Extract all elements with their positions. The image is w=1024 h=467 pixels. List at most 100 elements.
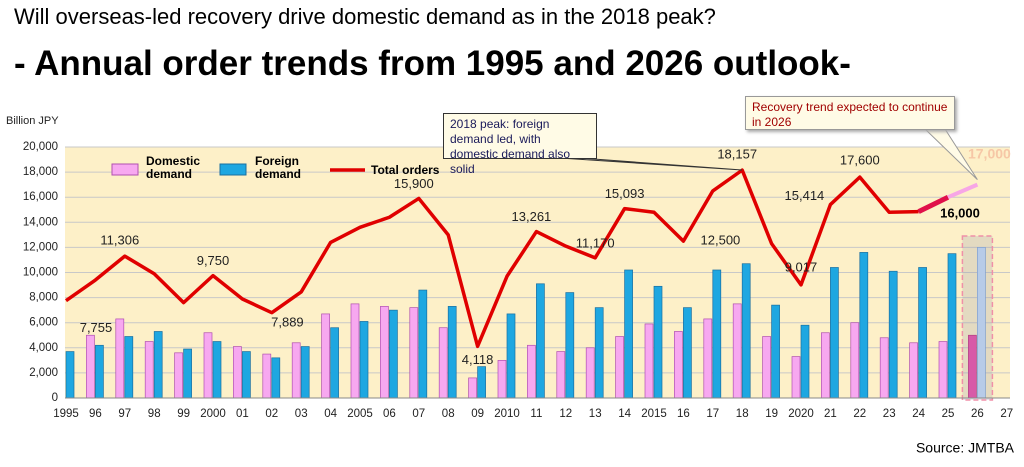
foreign-bar (565, 292, 575, 399)
data-label: 16,000 (940, 206, 980, 221)
x-tick-label: 1995 (53, 408, 79, 420)
data-label: 17,600 (840, 153, 880, 168)
data-label: 11,170 (576, 235, 615, 250)
total-line (917, 194, 950, 214)
foreign-bar (447, 306, 457, 399)
x-tick-label: 99 (177, 408, 190, 420)
x-tick-label: 04 (324, 408, 337, 420)
foreign-bar (888, 270, 898, 399)
domestic-bar (438, 327, 448, 399)
foreign-bar (330, 327, 339, 399)
x-tick-label: 2020 (788, 408, 814, 420)
x-tick-label: 98 (148, 408, 161, 420)
x-tick-label: 22 (853, 408, 866, 420)
y-tick-label: 16,000 (23, 191, 58, 203)
x-tick-label: 07 (412, 408, 425, 420)
data-label: 13,261 (512, 209, 552, 224)
x-tick-label: 17 (706, 408, 719, 420)
foreign-bar (153, 331, 163, 399)
x-tick-label: 23 (883, 408, 896, 420)
domestic-bar (909, 342, 918, 399)
data-label: 15,900 (394, 176, 434, 191)
foreign-bar (124, 336, 134, 399)
foreign-bar (65, 351, 75, 399)
foreign-bar (418, 289, 428, 399)
x-tick-label: 26 (971, 408, 984, 420)
foreign-bar (300, 346, 310, 399)
data-label: 17,000 (968, 145, 1011, 161)
y-tick-label: 0 (52, 392, 58, 404)
domestic-bar (821, 332, 830, 399)
domestic-bar (644, 323, 654, 399)
foreign-bar (741, 263, 751, 399)
domestic-bar (938, 341, 948, 399)
x-tick-label: 96 (89, 408, 102, 420)
x-tick-label: 16 (677, 408, 690, 420)
x-tick-label: 01 (236, 408, 249, 420)
x-tick-label: 2005 (347, 408, 373, 420)
domestic-bar (262, 353, 272, 399)
foreign-bar (918, 267, 927, 399)
data-label: 11,306 (100, 233, 139, 248)
foreign-bar (947, 253, 957, 399)
domestic-bar (468, 377, 477, 399)
x-tick-label: 24 (912, 408, 925, 420)
foreign-bar (506, 313, 516, 399)
legend-swatch (219, 163, 247, 176)
x-tick-label: 19 (765, 408, 778, 420)
x-tick-label: 13 (589, 408, 602, 420)
foreign-bar (536, 283, 545, 399)
y-tick-label: 14,000 (23, 216, 58, 228)
x-tick-label: 18 (736, 408, 749, 420)
foreign-bar (653, 285, 663, 399)
y-tick-label: 12,000 (23, 241, 58, 253)
foreign-bar (977, 247, 986, 399)
x-tick-label: 06 (383, 408, 396, 420)
annotation: 2018 peak: foreign demand led, with dome… (443, 113, 597, 176)
domestic-bar (762, 336, 771, 399)
domestic-bar (879, 337, 889, 399)
data-label: 18,157 (717, 147, 757, 162)
domestic-bar (115, 318, 125, 399)
domestic-bar (674, 331, 683, 399)
x-tick-label: 2000 (200, 408, 226, 420)
data-label: 4,118 (462, 352, 494, 367)
domestic-bar (233, 346, 242, 399)
x-tick-label: 97 (118, 408, 131, 420)
domestic-bar (321, 313, 330, 399)
domestic-bar (291, 342, 301, 399)
data-label: 7,889 (271, 314, 304, 329)
domestic-bar (703, 318, 713, 399)
y-tick-label: 2,000 (29, 367, 58, 379)
data-label: 7,755 (80, 320, 113, 335)
y-tick-label: 18,000 (23, 166, 58, 178)
foreign-bar (859, 252, 869, 399)
domestic-bar (203, 332, 213, 399)
foreign-bar (477, 366, 486, 399)
total-line (64, 168, 919, 349)
foreign-bar (683, 307, 692, 399)
data-label: 9,750 (197, 253, 230, 268)
x-tick-label: 02 (265, 408, 278, 420)
foreign-bar (712, 269, 722, 399)
domestic-bar (409, 307, 419, 399)
foreign-bar (242, 351, 251, 399)
y-tick-label: 4,000 (29, 342, 58, 354)
y-tick-label: 10,000 (23, 267, 58, 279)
x-tick-label: 25 (942, 408, 955, 420)
x-tick-label: 21 (824, 408, 837, 420)
domestic-bar (556, 351, 566, 399)
foreign-bar (359, 321, 369, 399)
foreign-bar (95, 344, 104, 399)
x-tick-label: 12 (559, 408, 572, 420)
legend-swatch (111, 163, 139, 176)
domestic-bar (380, 306, 389, 399)
x-tick-label: 2010 (494, 408, 520, 420)
x-tick-label: 14 (618, 408, 631, 420)
domestic-bar (850, 322, 860, 399)
y-axis-label: Billion JPY (6, 115, 59, 127)
domestic-bar (527, 344, 536, 399)
domestic-bar (174, 352, 183, 399)
